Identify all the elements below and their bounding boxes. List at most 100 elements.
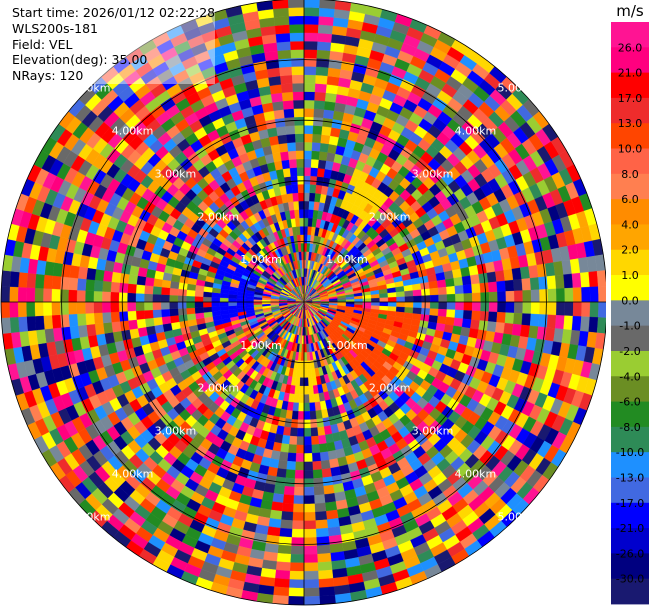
velocity-gate — [496, 311, 506, 324]
velocity-gate — [495, 270, 506, 282]
velocity-gate — [315, 409, 323, 420]
velocity-gate — [289, 24, 305, 34]
velocity-gate — [292, 91, 305, 101]
velocity-gate — [272, 152, 282, 163]
velocity-gate — [308, 393, 315, 404]
velocity-gate — [316, 49, 331, 60]
instrument-label: WLS200s-181 — [12, 20, 98, 36]
velocity-gate — [161, 315, 172, 325]
velocity-gate — [310, 167, 319, 177]
velocity-gate — [303, 15, 320, 25]
velocity-gate — [136, 275, 147, 286]
velocity-gate — [314, 401, 322, 411]
velocity-gate — [387, 296, 397, 303]
velocity-gate — [528, 264, 539, 279]
velocity-gate — [102, 280, 112, 293]
velocity-gate — [153, 316, 163, 326]
velocity-gate — [102, 322, 113, 334]
velocity-gate — [295, 453, 305, 463]
velocity-gate — [519, 266, 531, 280]
velocity-gate — [421, 288, 431, 296]
velocity-gate — [317, 552, 332, 563]
velocity-gate — [303, 579, 320, 589]
velocity-gate — [177, 308, 187, 316]
velocity-gate — [293, 99, 305, 109]
velocity-gate — [194, 290, 204, 297]
velocity-gate — [282, 100, 295, 110]
velocity-gate — [503, 322, 514, 336]
velocity-gate — [152, 293, 162, 303]
velocity-gate — [299, 217, 305, 227]
velocity-gate — [317, 159, 327, 170]
velocity-gate — [283, 485, 295, 496]
velocity-gate — [421, 301, 431, 309]
colorbar-tick-label: 2.0 — [621, 244, 639, 257]
velocity-gate — [313, 100, 326, 110]
velocity-gate — [295, 141, 305, 151]
velocity-gate — [272, 493, 284, 504]
velocity-gate — [177, 295, 187, 303]
velocity-gate — [564, 287, 574, 303]
velocity-gate — [26, 287, 36, 303]
range-ring-label: 3.00km — [412, 167, 454, 180]
velocity-gate — [563, 315, 574, 331]
velocity-gate — [303, 91, 316, 101]
velocity-gate — [387, 301, 397, 308]
colorbar-tick-label: -8.0 — [619, 421, 640, 434]
velocity-gate — [521, 313, 532, 326]
velocity-gate — [324, 433, 334, 444]
velocity-gate — [314, 502, 327, 513]
velocity-gate — [289, 32, 305, 42]
velocity-gate — [186, 313, 197, 321]
velocity-gate — [303, 444, 313, 454]
velocity-gate — [303, 125, 314, 135]
field-label: Field: VEL — [12, 36, 73, 52]
velocity-gate — [303, 453, 313, 463]
velocity-gate — [354, 298, 364, 303]
start-time-label: Start time: 2026/01/12 02:22:28 — [12, 5, 216, 20]
velocity-gate — [76, 289, 86, 303]
velocity-gate — [303, 200, 310, 210]
velocity-gate — [438, 301, 448, 310]
velocity-gate — [445, 278, 455, 288]
velocity-gate — [303, 369, 309, 378]
velocity-gate — [303, 49, 318, 59]
velocity-gate — [110, 291, 120, 303]
velocity-gate — [588, 316, 599, 333]
velocity-gate — [311, 150, 321, 160]
velocity-gate — [596, 270, 606, 287]
velocity-gate — [303, 427, 312, 437]
velocity-gate — [429, 308, 439, 317]
velocity-gate — [463, 293, 473, 303]
velocity-gate — [446, 301, 456, 311]
velocity-gate — [93, 290, 103, 303]
velocity-gate — [211, 301, 221, 308]
velocity-gate — [268, 75, 282, 87]
velocity-gate — [94, 322, 105, 336]
velocity-gate — [303, 486, 315, 496]
velocity-gate — [395, 291, 406, 298]
velocity-gate — [303, 141, 313, 151]
colorbar: m/s 26.0 21.0 17.0 13.0 10.0 8.0 6.0 4.0 2.0 1.0 0… — [611, 2, 649, 605]
velocity-gate — [273, 578, 290, 588]
velocity-gate — [326, 441, 336, 452]
velocity-gate — [387, 292, 397, 298]
colorbar-cells — [611, 22, 649, 605]
velocity-gate — [470, 319, 480, 330]
velocity-gate — [43, 315, 54, 330]
velocity-gate — [1, 270, 12, 287]
velocity-gate — [286, 193, 294, 203]
velocity-gate — [127, 310, 137, 321]
colorbar-tick-label: 26.0 — [618, 41, 643, 54]
velocity-gate — [85, 290, 95, 303]
velocity-gate — [505, 301, 515, 314]
velocity-gate — [297, 175, 305, 185]
velocity-gate — [284, 176, 292, 186]
velocity-gate — [291, 66, 305, 76]
velocity-gate — [85, 278, 95, 292]
velocity-gate — [276, 468, 287, 478]
velocity-gate — [211, 296, 221, 303]
velocity-gate — [313, 485, 325, 496]
velocity-gate — [277, 49, 292, 60]
colorbar-tick-label: -4.0 — [619, 370, 640, 383]
